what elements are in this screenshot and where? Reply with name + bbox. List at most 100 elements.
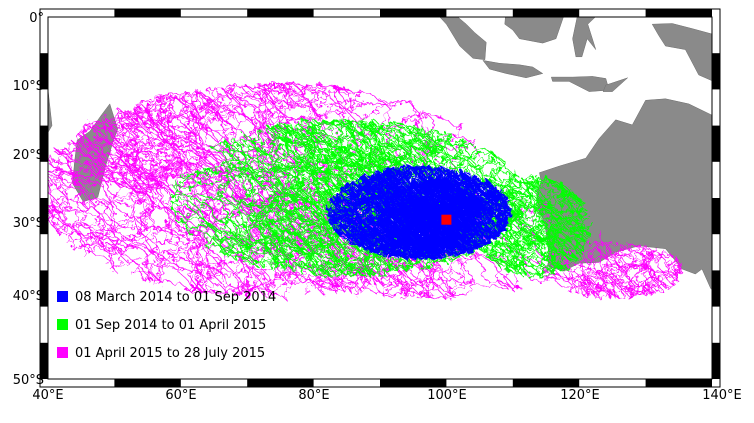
frame-segment	[712, 53, 720, 90]
lon-label-60: 60°E	[165, 388, 196, 403]
drift-track	[171, 85, 435, 179]
legend-swatch-blue	[57, 291, 68, 302]
frame-segment	[40, 198, 48, 235]
drift-track	[171, 124, 301, 242]
drift-track	[356, 169, 467, 256]
longitude-labels: 40°E 60°E 80°E 100°E 120°E 140°E	[32, 388, 741, 403]
drift-track	[95, 113, 206, 281]
frame-segment	[247, 379, 314, 387]
drift-track	[423, 190, 485, 253]
frame-segment	[114, 379, 181, 387]
drift-track	[127, 87, 279, 298]
drift-track	[176, 82, 362, 217]
landmass-timor	[602, 77, 628, 92]
frame-segment	[380, 9, 447, 17]
drift-tracks-mar-sep-2014	[327, 165, 513, 261]
drift-track	[48, 110, 199, 266]
drift-track	[300, 224, 410, 296]
drift-track	[581, 243, 681, 299]
drift-track	[177, 85, 465, 179]
drift-track	[483, 225, 555, 277]
drift-track	[267, 120, 404, 277]
lon-label-100: 100°E	[427, 388, 467, 403]
landmasses	[48, 17, 712, 290]
frame-segment	[40, 53, 48, 90]
drift-track	[273, 120, 454, 234]
landmass-java	[482, 60, 544, 79]
frame-segment	[712, 270, 720, 307]
lat-label-40: 40°S	[13, 289, 44, 304]
landmass-sumatra	[439, 17, 487, 60]
drift-track	[507, 182, 585, 244]
drift-track	[174, 82, 326, 164]
drift-track	[414, 181, 485, 226]
landmass-sulawesi	[572, 17, 597, 58]
drift-track	[584, 263, 670, 298]
map-frame	[39, 8, 721, 388]
lon-label-80: 80°E	[298, 388, 329, 403]
drift-track	[175, 103, 285, 299]
lon-label-120: 120°E	[560, 388, 600, 403]
drift-track	[77, 132, 256, 294]
frame-segment	[512, 9, 580, 17]
frame-segment	[512, 379, 580, 387]
legend-label-period-3: 01 April 2015 to 28 July 2015	[75, 346, 265, 361]
legend: 08 March 2014 to 01 Sep 2014 01 Sep 2014…	[57, 290, 276, 361]
lon-label-140: 140°E	[702, 388, 742, 403]
lat-label-20: 20°S	[13, 148, 44, 163]
landmass-new-guinea	[651, 23, 712, 81]
drift-track	[170, 164, 360, 261]
frame-segment	[712, 342, 720, 379]
drift-track	[492, 178, 563, 237]
drift-track	[614, 243, 658, 295]
drift-track	[330, 180, 508, 247]
drift-track	[219, 123, 351, 265]
lat-label-30: 30°S	[13, 216, 44, 231]
frame-segment	[645, 379, 712, 387]
landmass-africa	[48, 89, 53, 133]
legend-swatch-green	[57, 319, 68, 330]
drift-track	[292, 120, 420, 278]
drift-track	[545, 245, 600, 297]
drift-track	[521, 218, 593, 275]
drift-track	[281, 258, 466, 299]
lat-label-10: 10°S	[13, 79, 44, 94]
drift-track	[54, 104, 168, 282]
drift-track	[540, 252, 657, 297]
drift-track	[370, 166, 470, 251]
legend-label-period-2: 01 Sep 2014 to 01 April 2015	[75, 318, 266, 333]
drift-track	[385, 179, 469, 249]
frame-segment	[380, 379, 447, 387]
lat-label-0: 0°	[29, 11, 44, 26]
drift-track	[606, 247, 684, 296]
drift-track	[583, 250, 676, 295]
drift-track	[580, 242, 659, 299]
frame-segment	[712, 198, 720, 235]
frame-segment	[40, 270, 48, 307]
drift-track	[401, 184, 461, 252]
lon-label-40: 40°E	[32, 388, 63, 403]
frame-segment	[40, 125, 48, 162]
legend-swatch-magenta	[57, 347, 68, 358]
drift-track	[520, 177, 585, 250]
drift-track	[254, 119, 372, 222]
drift-track	[603, 257, 683, 298]
drift-track	[347, 185, 511, 244]
drift-track	[78, 124, 229, 286]
lat-label-50: 50°S	[13, 373, 44, 388]
drift-track	[489, 193, 584, 267]
drift-track	[513, 193, 565, 270]
frame-segment	[247, 9, 314, 17]
drift-track	[58, 90, 230, 262]
landmass-borneo	[504, 17, 564, 44]
drift-track	[65, 108, 186, 283]
drift-track	[94, 86, 323, 208]
drift-track	[150, 82, 342, 171]
frame-segment	[712, 125, 720, 162]
drift-track	[511, 178, 577, 238]
drift-track	[394, 202, 550, 289]
drift-track	[110, 95, 269, 245]
drift-track	[524, 204, 593, 262]
frame-segment	[40, 342, 48, 379]
